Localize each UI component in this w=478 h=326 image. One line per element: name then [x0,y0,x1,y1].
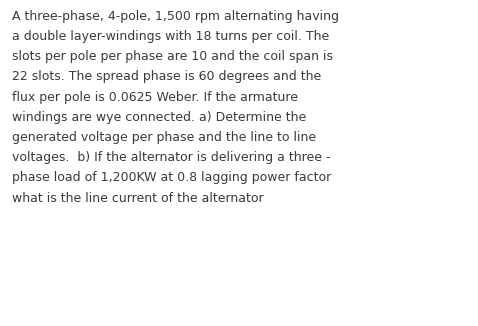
Text: A three-phase, 4-pole, 1,500 rpm alternating having
a double layer-windings with: A three-phase, 4-pole, 1,500 rpm alterna… [12,10,339,205]
